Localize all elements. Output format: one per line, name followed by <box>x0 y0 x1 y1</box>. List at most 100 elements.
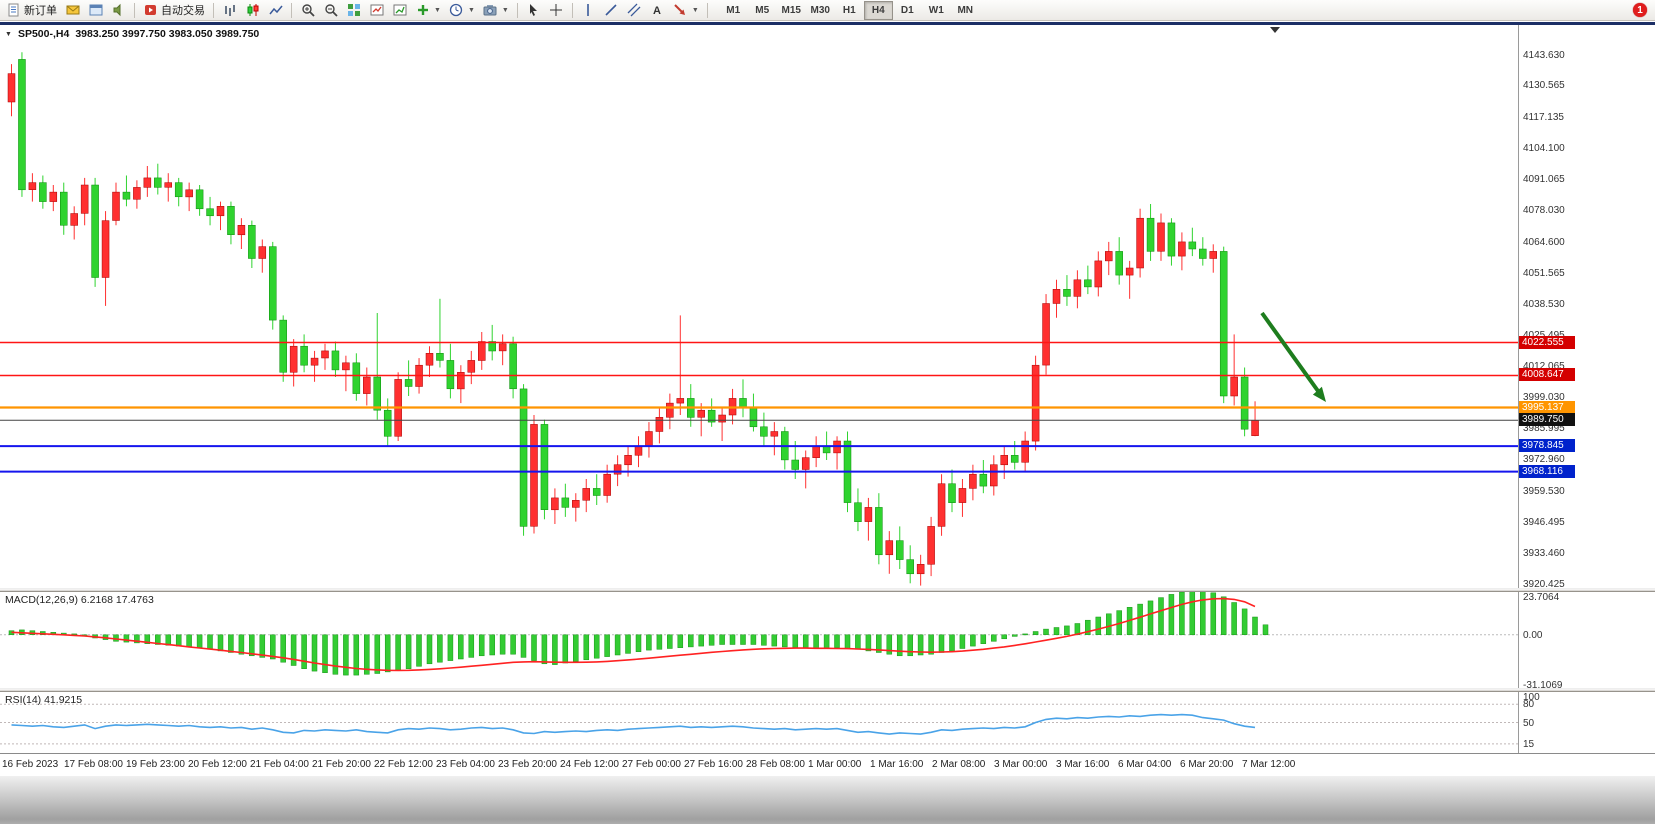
arrows-tool-button[interactable]: ▼ <box>670 1 702 19</box>
collapse-triangle-icon[interactable]: ▼ <box>5 30 12 38</box>
camera-icon <box>483 3 498 18</box>
autotrading-icon <box>143 3 158 18</box>
price-marker-4022.555: 4022.555 <box>1519 336 1575 349</box>
profiles-icon[interactable] <box>389 3 410 18</box>
time-axis-label: 20 Feb 12:00 <box>188 759 247 770</box>
zoom-out-icon[interactable] <box>320 3 341 18</box>
chevron-down-icon: ▼ <box>467 6 475 14</box>
timeframe-m30-button[interactable]: M30 <box>810 4 830 16</box>
timeframe-mn-button[interactable]: MN <box>957 4 974 16</box>
price-axis-label: 3959.530 <box>1523 486 1565 497</box>
text-tool-icon[interactable]: A <box>647 3 668 18</box>
macd-panel-divider[interactable] <box>0 588 1655 592</box>
time-axis-label: 16 Feb 2023 <box>2 759 59 770</box>
price-axis-label: 3985.995 <box>1523 423 1565 434</box>
chart-ohlc-values: 3983.250 3997.750 3983.050 3989.750 <box>75 28 260 40</box>
candlesticks <box>7 52 1259 586</box>
autotrading-button[interactable]: 自动交易 <box>140 1 208 19</box>
trendline-tool-icon[interactable] <box>601 3 622 18</box>
time-axis-label: 23 Feb 04:00 <box>436 759 495 770</box>
timeframe-h4-button[interactable]: H4 <box>863 0 893 20</box>
rsi-panel[interactable] <box>0 692 1518 753</box>
time-axis-label: 6 Mar 20:00 <box>1180 759 1234 770</box>
add-indicator-button[interactable]: ▼ <box>412 1 444 19</box>
new-order-label: 新订单 <box>24 5 57 17</box>
price-axis-label: 4117.135 <box>1523 112 1564 123</box>
new-order-icon <box>6 3 21 18</box>
bar-chart-mode-icon[interactable] <box>219 3 240 18</box>
time-axis-label: 17 Feb 08:00 <box>64 759 123 770</box>
bottom-strip <box>0 776 1655 824</box>
market-watch-window-icon[interactable] <box>85 3 106 18</box>
time-axis-label: 2 Mar 08:00 <box>932 759 986 770</box>
time-axis-label: 28 Feb 08:00 <box>746 759 805 770</box>
autotrading-label: 自动交易 <box>161 5 205 17</box>
rsi-axis-label: 50 <box>1523 718 1535 729</box>
toolbar-separator <box>516 2 518 18</box>
price-axis-label: 4130.565 <box>1523 80 1565 91</box>
price-axis-label: 3920.425 <box>1523 579 1565 590</box>
price-axis-label: 3972.960 <box>1523 454 1565 465</box>
cursor-tool-icon[interactable] <box>523 3 544 18</box>
timeframe-m15-button[interactable]: M15 <box>781 4 801 16</box>
new-order-button[interactable]: 新订单 <box>3 1 60 19</box>
time-axis-label: 1 Mar 00:00 <box>808 759 862 770</box>
toolbar-separator <box>291 2 292 18</box>
price-axis-label: 4051.565 <box>1523 268 1565 279</box>
price-axis-label: 4064.600 <box>1523 237 1565 248</box>
arrow-tool-icon <box>673 3 688 18</box>
chevron-down-icon: ▼ <box>691 6 699 14</box>
chevron-down-icon: ▼ <box>501 6 509 14</box>
timeframe-w1-button[interactable]: W1 <box>928 4 944 16</box>
add-indicator-icon <box>415 3 430 18</box>
timeframe-d1-button[interactable]: D1 <box>900 4 914 16</box>
time-axis-label: 24 Feb 12:00 <box>560 759 619 770</box>
price-marker-3995.137: 3995.137 <box>1519 401 1575 414</box>
new-chart-icon[interactable] <box>366 3 387 18</box>
candlestick-chart[interactable] <box>0 25 1518 588</box>
time-axis-label: 27 Feb 16:00 <box>684 759 743 770</box>
macd-label: MACD(12,26,9) 6.2168 17.4763 <box>5 594 154 606</box>
macd-axis-label: 0.00 <box>1523 630 1543 641</box>
candlestick-mode-icon[interactable] <box>242 3 263 18</box>
template-button[interactable]: ▼ <box>480 1 512 19</box>
crosshair-tool-icon[interactable] <box>546 3 567 18</box>
rsi-panel-divider[interactable] <box>0 688 1655 692</box>
rsi-axis: 100 80 50 15 <box>1519 692 1654 753</box>
price-axis-label: 4012.065 <box>1523 361 1565 372</box>
timeframe-m5-button[interactable]: M5 <box>755 4 770 16</box>
time-axis-label: 3 Mar 00:00 <box>994 759 1048 770</box>
rsi-axis-label: 100 <box>1523 692 1540 703</box>
mailbox-icon[interactable] <box>62 3 83 18</box>
chart-shift-marker[interactable] <box>1270 27 1280 33</box>
channel-tool-icon[interactable] <box>624 3 645 18</box>
period-selector-button[interactable]: ▼ <box>446 1 478 19</box>
vertical-line-tool-icon[interactable] <box>578 3 599 18</box>
macd-panel[interactable] <box>0 592 1518 688</box>
macd-signal-line <box>11 597 1256 672</box>
time-axis-label: 19 Feb 23:00 <box>126 759 185 770</box>
toolbar-separator <box>213 2 214 18</box>
time-axis-label: 21 Feb 20:00 <box>312 759 371 770</box>
rsi-line <box>11 713 1256 735</box>
rsi-axis-label: 15 <box>1523 739 1535 750</box>
timeframe-h1-button[interactable]: H1 <box>842 4 856 16</box>
zoom-in-icon[interactable] <box>297 3 318 18</box>
time-axis-label: 7 Mar 12:00 <box>1242 759 1296 770</box>
rsi-axis-label: 80 <box>1523 699 1535 710</box>
price-marker-4008.647: 4008.647 <box>1519 368 1575 381</box>
timeframe-m1-button[interactable]: M1 <box>726 4 741 16</box>
time-axis-label: 27 Feb 00:00 <box>622 759 681 770</box>
tile-windows-icon[interactable] <box>343 3 364 18</box>
trend-arrow[interactable] <box>1260 311 1326 402</box>
notification-badge[interactable]: 1 <box>1633 3 1647 17</box>
line-chart-mode-icon[interactable] <box>265 3 286 18</box>
sound-icon[interactable] <box>108 3 129 18</box>
rsi-label: RSI(14) 41.9215 <box>5 694 83 706</box>
time-axis[interactable]: 16 Feb 2023 17 Feb 08:00 19 Feb 23:00 20 Fe… <box>0 753 1655 776</box>
price-axis-label: 3933.460 <box>1523 548 1565 559</box>
price-axis-label: 4104.100 <box>1523 143 1565 154</box>
macd-axis-label: 23.7064 <box>1523 592 1560 603</box>
price-axis-label: 4143.630 <box>1523 50 1565 61</box>
chart-window-border <box>0 22 1655 25</box>
